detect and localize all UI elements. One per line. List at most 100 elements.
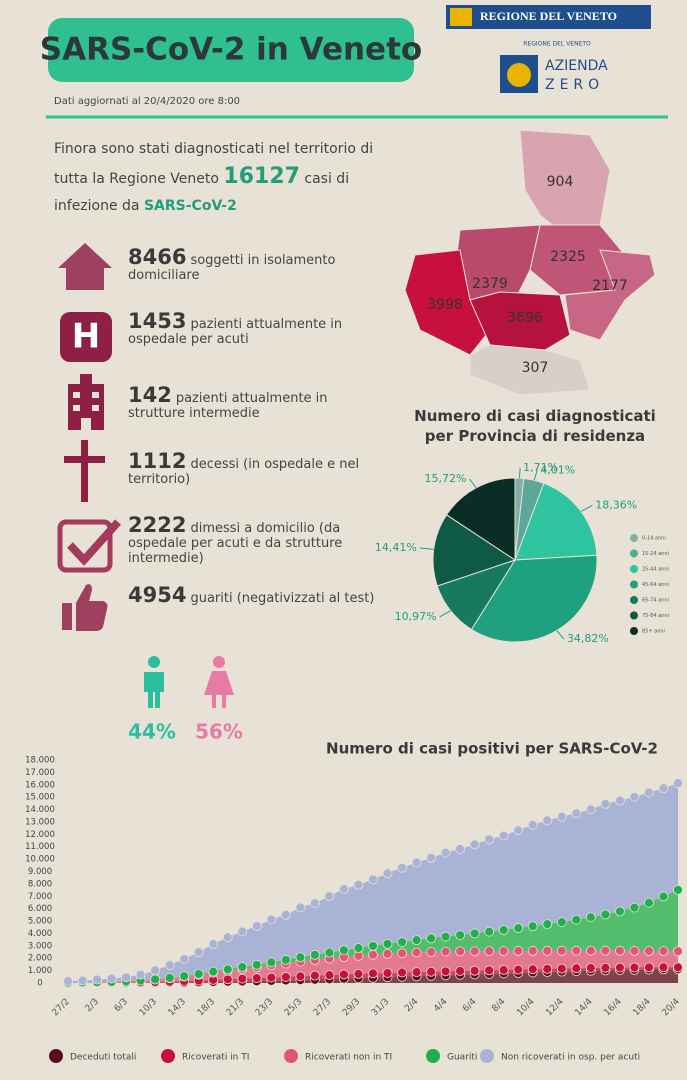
x-tick-label: 12/4 xyxy=(544,997,566,1019)
data-dot xyxy=(324,947,335,958)
y-tick-label: 9.000 xyxy=(28,867,52,877)
icon-cross xyxy=(64,456,105,463)
stat-text: pazienti attualmente in strutture interm… xyxy=(128,391,328,421)
region-logo-emblem xyxy=(450,8,472,26)
stat: 4954 guariti (negativizzati al test) xyxy=(128,585,383,607)
legend-swatch xyxy=(630,534,638,542)
region-logo-box xyxy=(446,5,651,29)
data-dot xyxy=(426,852,436,863)
intro-text: casi di infezione da xyxy=(54,171,350,214)
data-dot xyxy=(222,964,233,975)
data-dot xyxy=(644,787,654,798)
data-dot xyxy=(368,968,378,979)
data-dot xyxy=(469,965,480,976)
data-dot xyxy=(673,962,683,973)
data-dot xyxy=(411,947,422,958)
data-dot xyxy=(513,964,524,975)
data-dot xyxy=(527,946,538,956)
data-dot xyxy=(208,966,219,977)
y-tick-label: 15.000 xyxy=(25,793,55,803)
pie-leader xyxy=(533,470,538,481)
data-dot xyxy=(426,966,436,977)
y-tick-label: 12.000 xyxy=(25,830,55,840)
legend-swatch xyxy=(630,611,638,620)
x-tick-label: 18/4 xyxy=(631,997,653,1019)
data-dot xyxy=(498,925,509,935)
data-dot xyxy=(339,945,349,956)
stat-value: 142 xyxy=(128,383,172,407)
data-dot xyxy=(411,967,422,977)
legend-swatch xyxy=(630,596,638,604)
data-dot xyxy=(615,906,625,917)
data-dot xyxy=(106,973,117,984)
data-dot xyxy=(411,857,422,868)
data-dot xyxy=(644,962,654,973)
x-tick-label: 20/4 xyxy=(661,997,683,1019)
data-dot xyxy=(426,933,436,944)
data-dot xyxy=(310,949,320,960)
icon-window xyxy=(92,405,99,411)
legend-label: 85+ anni xyxy=(642,629,665,635)
map-label: 2325 xyxy=(550,249,586,265)
data-dot xyxy=(556,811,567,822)
icon-check xyxy=(67,519,121,566)
data-dot xyxy=(469,946,480,957)
legend-swatch xyxy=(630,580,638,589)
intro-text: Finora sono stati diagnosticati nel terr… xyxy=(54,141,374,187)
stat: 1112 decessi (in ospedale e nel territori… xyxy=(128,451,383,488)
data-dot xyxy=(382,868,393,879)
data-dot xyxy=(310,898,320,909)
region-logo: REGIONE DEL VENETO xyxy=(480,9,617,23)
data-dot xyxy=(164,960,175,970)
legend-label: Ricoverati non in TI xyxy=(305,1053,392,1063)
legend-label: 0-14 anni xyxy=(642,536,666,542)
pie-label: 15,72% xyxy=(425,472,467,485)
map-province xyxy=(469,344,591,396)
data-dot xyxy=(411,935,422,946)
data-dot xyxy=(571,914,582,925)
icon-window xyxy=(73,392,80,398)
data-dot xyxy=(585,912,596,923)
stat-text: soggetti in isolamento domiciliare xyxy=(128,253,336,283)
x-tick-label: 2/4 xyxy=(403,997,421,1015)
data-dot xyxy=(324,970,335,980)
stat-value: 4954 xyxy=(128,583,187,607)
data-dot xyxy=(280,972,291,982)
data-dot xyxy=(77,975,88,986)
map-label: 2379 xyxy=(472,276,508,292)
chart-title: Numero di casi positivi per SARS-CoV-2 xyxy=(326,740,658,758)
pie-leader xyxy=(518,468,521,479)
data-dot xyxy=(658,962,669,973)
data-dot xyxy=(629,946,640,956)
data-dot xyxy=(615,945,625,956)
stack-area xyxy=(68,969,678,983)
pie-leader xyxy=(419,547,434,550)
data-dot xyxy=(193,947,204,958)
data-dot xyxy=(629,902,640,913)
x-tick-label: 27/2 xyxy=(51,997,72,1018)
data-dot xyxy=(571,963,582,974)
data-dot xyxy=(469,839,480,850)
data-dot xyxy=(150,974,161,985)
data-dot xyxy=(339,969,349,980)
data-dot xyxy=(353,879,364,890)
map xyxy=(404,129,656,396)
legend-label: 65-74 anni xyxy=(642,598,669,604)
data-dot xyxy=(266,957,277,968)
legend-swatch xyxy=(49,1049,63,1063)
data-dot xyxy=(498,830,509,841)
data-dot xyxy=(556,917,567,927)
intro-total: 16127 xyxy=(223,164,300,189)
data-dot xyxy=(658,946,669,956)
intro-virus: SARS-CoV-2 xyxy=(143,198,237,214)
legend-label: Guariti xyxy=(447,1053,477,1063)
data-dot xyxy=(440,966,451,977)
data-dot xyxy=(542,945,553,956)
stat: 8466 soggetti in isolamento domiciliare xyxy=(128,247,383,284)
data-dot xyxy=(527,964,538,975)
data-dot xyxy=(397,937,407,947)
data-dot xyxy=(121,972,131,983)
legend-label: 25-44 anni xyxy=(642,567,669,573)
data-dot xyxy=(193,969,204,979)
